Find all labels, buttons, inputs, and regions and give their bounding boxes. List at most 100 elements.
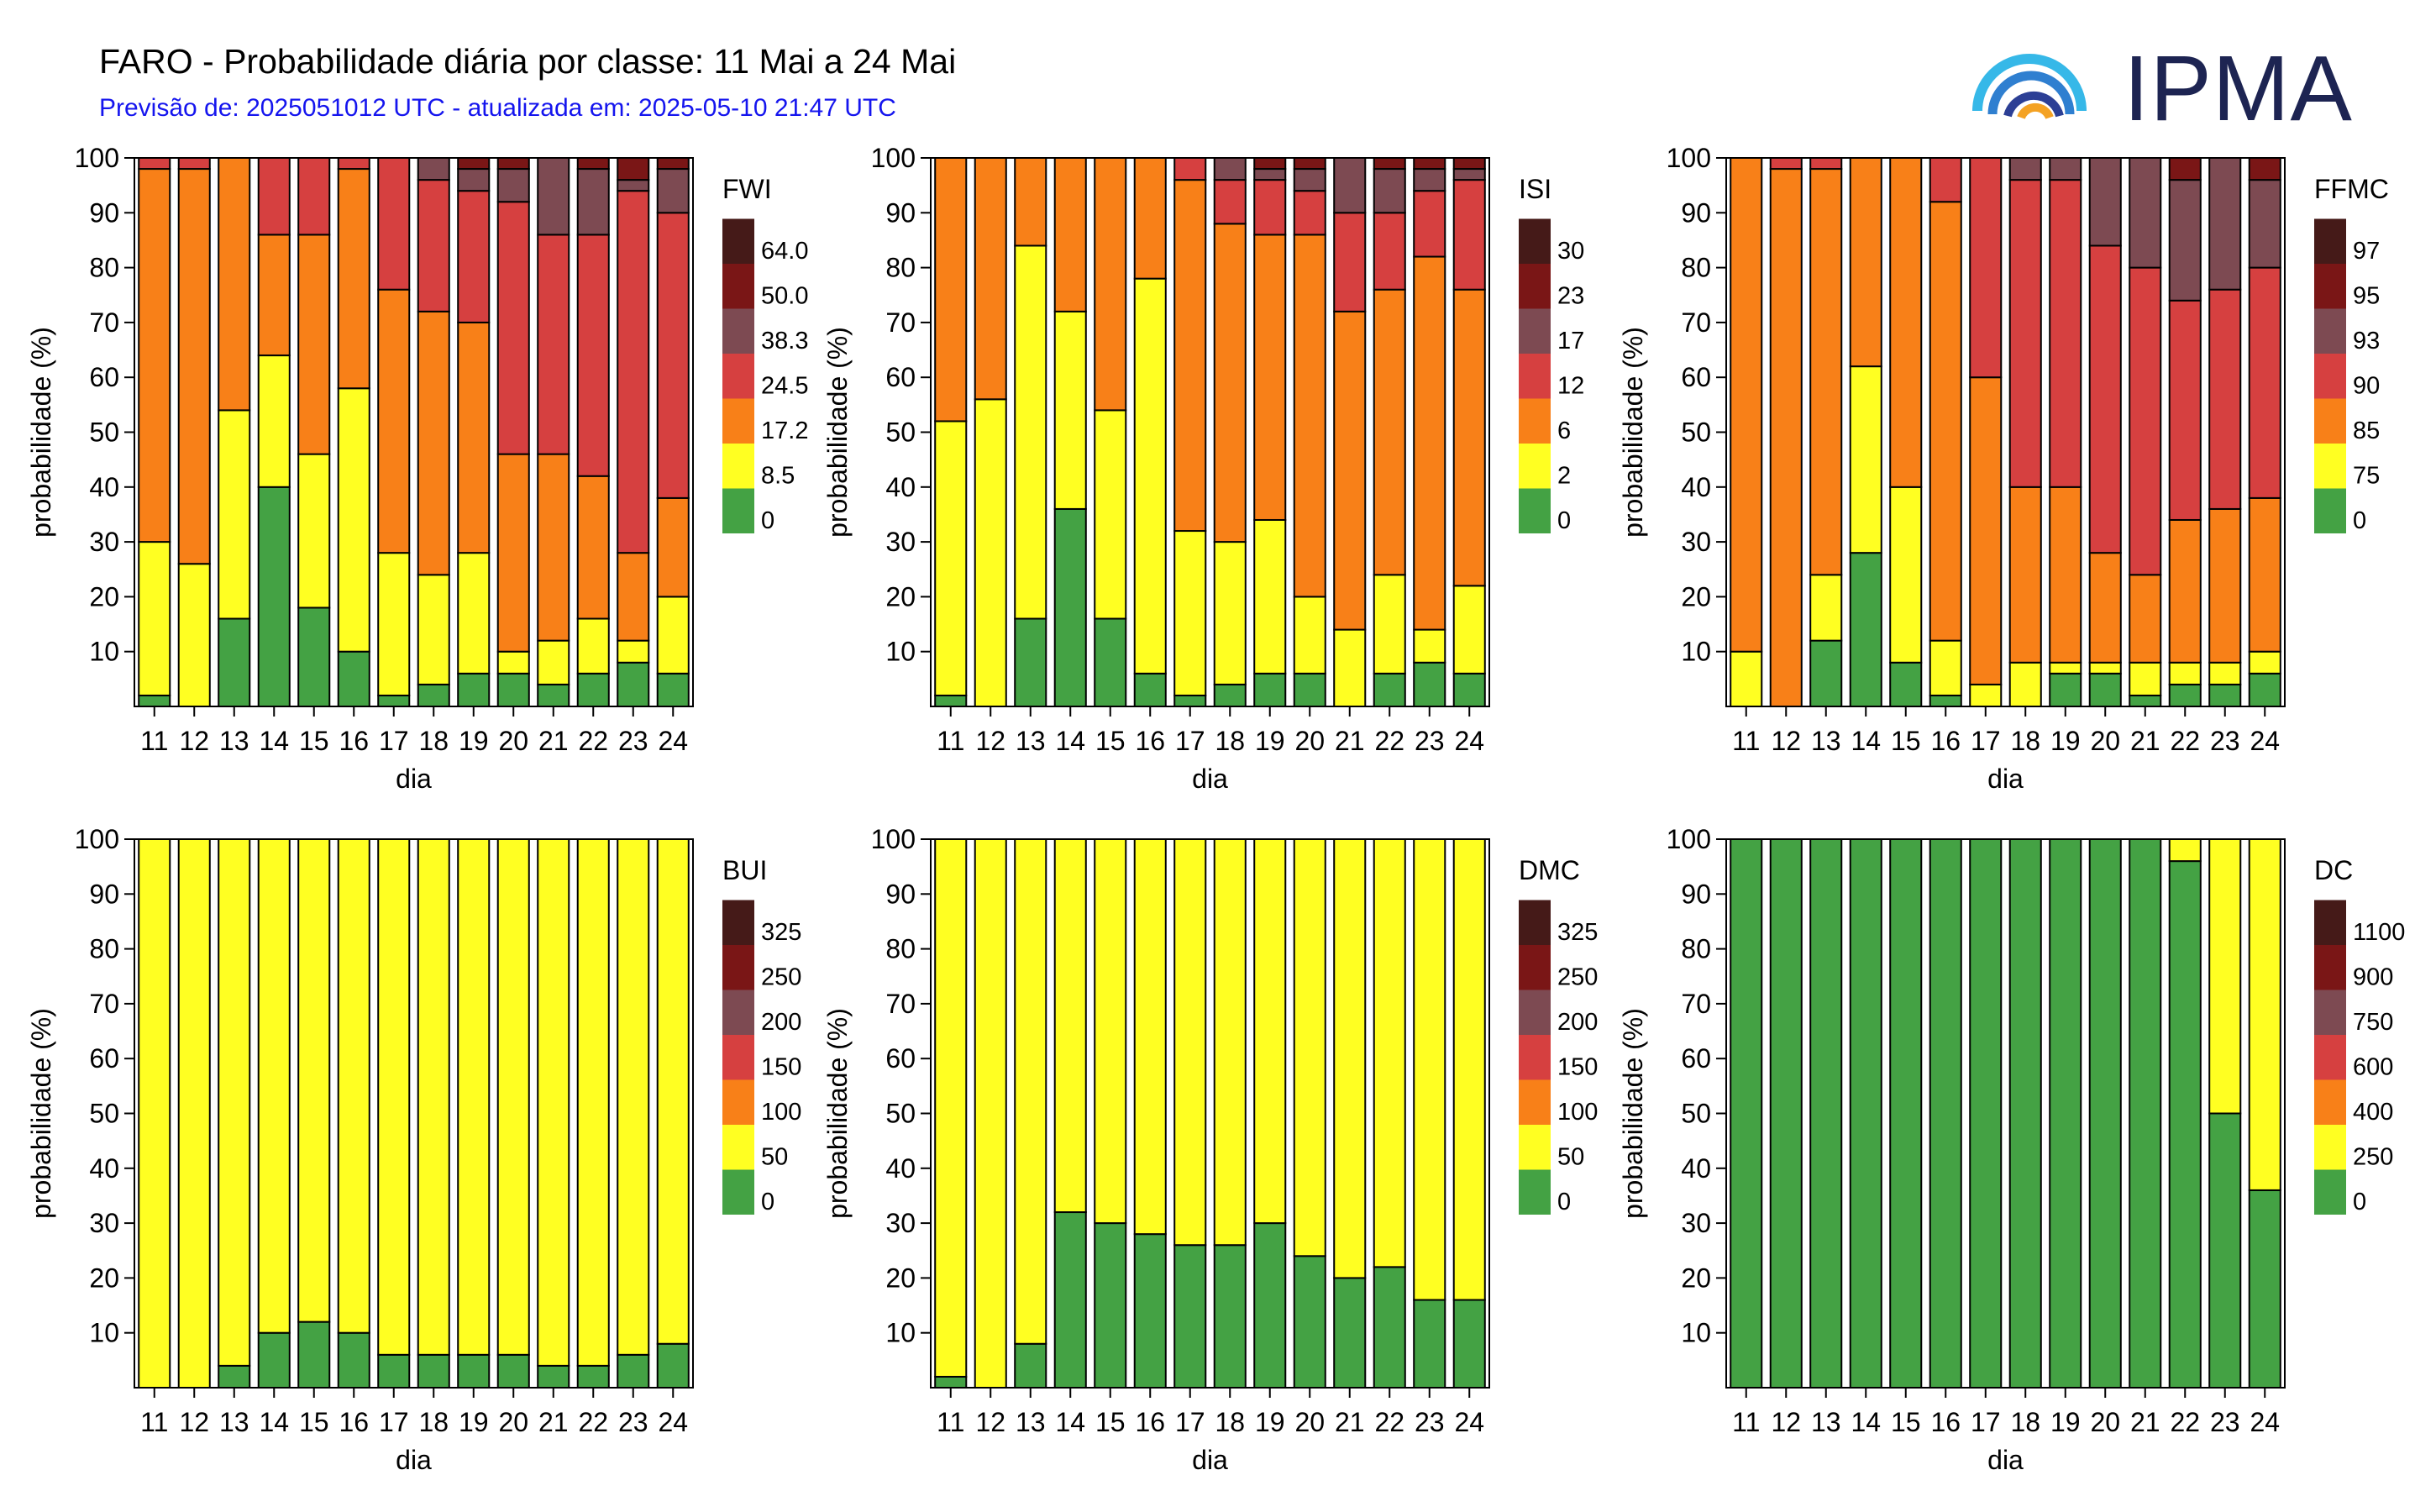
ffmc-bar-14-class-1: [1849, 365, 1882, 554]
isi-xtick-label: 19: [1255, 726, 1285, 756]
fwi-bar-21-class-4: [537, 157, 570, 236]
dc-bar-24-class-0: [2248, 1189, 2281, 1389]
dmc-bar-11-class-0: [934, 1375, 968, 1389]
fwi-xtick-label: 19: [459, 726, 489, 756]
bui-ytick-label: 40: [89, 1153, 119, 1184]
isi-bar-11-class-0: [934, 694, 968, 708]
ffmc-bar-11-class-2: [1730, 157, 1763, 653]
dmc-bar-13-class-1: [1014, 838, 1047, 1345]
dc-bar-15-class-0: [1889, 838, 1923, 1389]
fwi-ytick-label: 40: [89, 472, 119, 502]
bui-bar-21-class-1: [537, 838, 570, 1367]
bui-bar-16-class-1: [337, 838, 370, 1334]
bui-legend-label-0: 0: [761, 1189, 774, 1215]
fwi-bar-24-class-3: [656, 212, 690, 499]
dmc-x-axis-label: dia: [1192, 1445, 1228, 1475]
fwi-bar-20-class-5: [496, 157, 530, 171]
ffmc-xtick-label: 22: [2170, 726, 2200, 756]
dmc-ytick-label: 100: [871, 824, 916, 854]
ffmc-legend-label-5: 95: [2353, 283, 2380, 310]
fwi-bar-13-class-2: [218, 157, 251, 412]
isi-xtick-label: 17: [1175, 726, 1205, 756]
dc-bar-22-class-0: [2168, 860, 2202, 1389]
isi-bar-16-class-2: [1133, 157, 1167, 280]
dmc-bar-11-class-1: [934, 838, 968, 1378]
dmc-legend-label-3: 150: [1557, 1054, 1598, 1081]
isi-xtick-label: 14: [1055, 726, 1085, 756]
fwi-bar-19-class-0: [457, 672, 491, 708]
fwi-bar-12-class-2: [177, 168, 211, 565]
dmc-legend-label-5: 250: [1557, 964, 1598, 991]
fwi-ytick-label: 70: [89, 307, 119, 338]
ffmc-bar-21-class-2: [2129, 574, 2162, 664]
fwi-bar-19-class-2: [457, 321, 491, 554]
bui-ytick-label: 100: [75, 824, 119, 854]
ffmc-y-axis-label: probabilidade (%): [1618, 327, 1648, 538]
bui-bar-21-class-0: [537, 1364, 570, 1389]
ffmc-xtick-label: 14: [1851, 726, 1881, 756]
bui-xtick-label: 18: [418, 1407, 449, 1437]
ffmc-ytick-label: 20: [1681, 581, 1711, 612]
bui-legend-label-4: 200: [761, 1009, 801, 1036]
isi-xtick-label: 15: [1095, 726, 1126, 756]
fwi-bar-20-class-0: [496, 672, 530, 708]
isi-legend-title: ISI: [1519, 174, 1551, 204]
dmc-bar-12-class-1: [974, 838, 1007, 1389]
ffmc-xtick-label: 23: [2210, 726, 2240, 756]
dmc-ytick-label: 70: [885, 989, 916, 1019]
ffmc-legend-swatch-2: [2314, 398, 2346, 444]
fwi-bar-22-class-1: [576, 617, 610, 675]
isi-bar-22-class-2: [1373, 288, 1406, 576]
dmc-bar-18-class-0: [1213, 1244, 1247, 1389]
fwi-ytick-label: 30: [89, 527, 119, 557]
fwi-legend-swatch-5: [722, 264, 754, 309]
bui-xtick-label: 20: [498, 1407, 528, 1437]
fwi-bar-17-class-2: [377, 288, 411, 554]
dc-xtick-label: 16: [1930, 1407, 1961, 1437]
ffmc-ytick-label: 50: [1681, 417, 1711, 448]
dmc-ytick-label: 60: [885, 1043, 916, 1074]
ffmc-xtick-label: 13: [1811, 726, 1841, 756]
fwi-bar-15-class-2: [297, 234, 331, 455]
bui-bar-19-class-0: [457, 1353, 491, 1389]
fwi-bar-21-class-2: [537, 453, 570, 642]
dc-xtick-label: 18: [2010, 1407, 2040, 1437]
isi-bar-18-class-0: [1213, 683, 1247, 708]
isi-ytick-label: 60: [885, 362, 916, 392]
fwi-bar-24-class-1: [656, 596, 690, 675]
dc-legend-swatch-6: [2314, 900, 2346, 945]
ffmc-legend-title: FFMC: [2314, 174, 2389, 204]
isi-bar-14-class-2: [1053, 157, 1087, 312]
isi-bar-14-class-1: [1053, 310, 1087, 510]
dmc-bar-22-class-0: [1373, 1266, 1406, 1389]
bui-ytick-label: 80: [89, 934, 119, 964]
bui-legend-swatch-0: [722, 1169, 754, 1215]
ffmc-xtick-label: 21: [2130, 726, 2160, 756]
fwi-bar-15-class-3: [297, 157, 331, 236]
isi-bar-23-class-0: [1413, 661, 1446, 708]
bui-bar-12-class-1: [177, 838, 211, 1389]
dc-ytick-label: 90: [1681, 879, 1711, 909]
isi-bar-20-class-4: [1293, 168, 1326, 192]
dc-bar-22-class-1: [2168, 838, 2202, 863]
dc-xtick-label: 12: [1771, 1407, 1801, 1437]
isi-bar-19-class-2: [1253, 234, 1287, 521]
bui-bar-22-class-1: [576, 838, 610, 1367]
fwi-bar-18-class-1: [417, 574, 450, 685]
ffmc-bar-20-class-3: [2088, 244, 2122, 554]
fwi-bar-21-class-1: [537, 639, 570, 685]
dc-bar-24-class-1: [2248, 838, 2281, 1191]
fwi-bar-24-class-4: [656, 168, 690, 214]
fwi-bar-17-class-3: [377, 157, 411, 291]
fwi-x-axis-label: dia: [396, 764, 432, 794]
ffmc-bar-22-class-1: [2168, 661, 2202, 685]
isi-bar-13-class-2: [1014, 157, 1047, 247]
bui-bar-15-class-0: [297, 1320, 331, 1389]
isi-legend-swatch-0: [1519, 488, 1551, 533]
isi-bar-24-class-5: [1452, 157, 1486, 171]
ffmc-bar-12-class-3: [1769, 157, 1803, 171]
isi-bar-19-class-3: [1253, 179, 1287, 236]
dmc-legend-swatch-3: [1519, 1035, 1551, 1080]
ffmc-bar-23-class-3: [2208, 288, 2242, 510]
isi-bar-17-class-2: [1173, 179, 1207, 533]
